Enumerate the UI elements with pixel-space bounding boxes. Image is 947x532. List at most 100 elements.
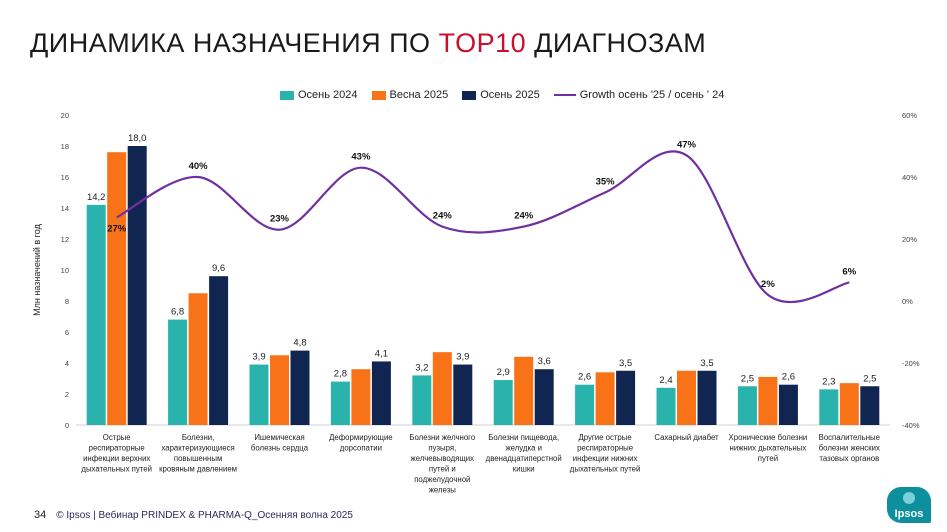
growth-value-label: 24% bbox=[514, 211, 534, 222]
bar-spring-2025 bbox=[351, 369, 371, 425]
bar-spring-2025 bbox=[107, 152, 127, 425]
category-label: кровяным давлением bbox=[159, 465, 237, 474]
bar-value-label: 4,1 bbox=[375, 348, 388, 359]
category-label: желчевыводящих bbox=[411, 454, 475, 463]
bar-value-label: 2,5 bbox=[863, 373, 876, 384]
y-tick-label: 6 bbox=[65, 328, 69, 337]
bar-spring-2025 bbox=[514, 356, 534, 425]
y2-tick-label: 20% bbox=[902, 235, 917, 244]
category-label: кишки bbox=[513, 465, 535, 474]
bar-autumn-2024 bbox=[412, 375, 432, 425]
bar-value-label: 2,3 bbox=[822, 376, 835, 387]
y2-tick-label: 0% bbox=[902, 297, 913, 306]
category-label: двенадцатиперстной bbox=[486, 454, 562, 463]
growth-value-label: 47% bbox=[677, 139, 697, 150]
footer: 34 © Ipsos | Вебинар PRINDEX & PHARMA-Q_О… bbox=[34, 509, 353, 521]
bar-value-label: 3,2 bbox=[415, 362, 428, 373]
bar-autumn-2024 bbox=[737, 386, 757, 425]
y-tick-label: 16 bbox=[61, 173, 69, 182]
legend-swatch bbox=[462, 90, 477, 100]
bar-autumn-2024 bbox=[168, 319, 188, 425]
bar-spring-2025 bbox=[677, 370, 696, 425]
bar-value-label: 3,5 bbox=[619, 358, 632, 369]
ipsos-logo: Ipsos bbox=[887, 487, 931, 523]
growth-value-label: 40% bbox=[189, 161, 209, 172]
legend-swatch bbox=[371, 90, 386, 100]
bar-spring-2025 bbox=[432, 352, 452, 425]
bar-value-label: 3,5 bbox=[700, 358, 713, 369]
bar-value-label: 3,9 bbox=[456, 352, 469, 363]
category-label: болезнь сердца bbox=[251, 444, 309, 453]
bar-value-label: 9,6 bbox=[212, 263, 225, 274]
bar-spring-2025 bbox=[270, 355, 289, 425]
legend-line-swatch bbox=[553, 94, 576, 96]
category-label: поджелудочной bbox=[414, 475, 470, 484]
footer-text: © Ipsos | Вебинар PRINDEX & PHARMA-Q_Осе… bbox=[56, 510, 353, 521]
category-label: Острые bbox=[103, 433, 131, 442]
category-label: путей и bbox=[429, 465, 456, 474]
page-number: 34 bbox=[34, 509, 47, 521]
legend-item-spring-2025: Весна 2025 bbox=[371, 89, 448, 101]
bar-autumn-2024 bbox=[575, 384, 595, 425]
category-label: железы bbox=[429, 486, 457, 495]
category-label: Ишемическая bbox=[254, 433, 304, 442]
y2-tick-label: 40% bbox=[902, 173, 917, 182]
category-label: Деформирующие bbox=[329, 433, 393, 442]
growth-value-label: 43% bbox=[351, 152, 371, 163]
y-tick-label: 14 bbox=[61, 204, 69, 213]
legend-item-autumn-2025: Осень 2025 bbox=[462, 89, 540, 101]
bar-spring-2025 bbox=[595, 372, 615, 425]
title-highlight: TOP10 bbox=[438, 28, 527, 58]
category-label: дыхательных путей bbox=[570, 465, 641, 474]
category-label: Болезни, bbox=[182, 433, 214, 442]
bar-autumn-2024 bbox=[86, 204, 106, 425]
bar-autumn-2025 bbox=[616, 370, 636, 425]
bar-autumn-2024 bbox=[819, 389, 839, 425]
category-label: характеризующиеся bbox=[161, 444, 234, 453]
category-label: пузыря, bbox=[428, 444, 456, 453]
y2-tick-label: 60% bbox=[902, 111, 917, 120]
y-tick-label: 0 bbox=[65, 421, 69, 430]
bar-autumn-2025 bbox=[860, 386, 880, 425]
bar-autumn-2025 bbox=[209, 276, 229, 425]
bar-autumn-2024 bbox=[249, 364, 269, 425]
bar-value-label: 2,5 bbox=[741, 373, 754, 384]
category-label: Болезни пищевода, bbox=[488, 433, 559, 442]
y-tick-label: 12 bbox=[61, 235, 69, 244]
bar-autumn-2025 bbox=[127, 146, 147, 425]
bar-spring-2025 bbox=[188, 293, 208, 425]
y-tick-label: 20 bbox=[61, 111, 69, 120]
y-tick-label: 10 bbox=[61, 266, 69, 275]
category-label: желудка и bbox=[505, 444, 541, 453]
bar-value-label: 3,6 bbox=[538, 356, 551, 367]
growth-value-label: 2% bbox=[761, 279, 775, 290]
bar-value-label: 3,9 bbox=[252, 352, 265, 363]
y-tick-label: 2 bbox=[65, 390, 69, 399]
category-label: дорсопатии bbox=[340, 444, 382, 453]
page-title: ДИНАМИКА НАЗНАЧЕНИЯ ПО TOP10 ДИАГНОЗАМ bbox=[30, 28, 707, 58]
bar-value-label: 14,2 bbox=[87, 192, 106, 203]
category-label: респираторные bbox=[89, 444, 145, 453]
bar-autumn-2025 bbox=[778, 384, 798, 425]
bar-autumn-2024 bbox=[656, 387, 676, 425]
y2-tick-label: -40% bbox=[902, 421, 920, 430]
chart-legend: Осень 2024 Весна 2025 Осень 2025 Growth … bbox=[280, 89, 738, 101]
category-label: Сахарный диабет bbox=[654, 433, 719, 442]
category-label: Хронические болезни bbox=[729, 433, 808, 442]
growth-value-label: 35% bbox=[596, 177, 616, 188]
category-label: Другие острые bbox=[578, 433, 631, 442]
bar-value-label: 2,8 bbox=[334, 369, 347, 380]
growth-line bbox=[116, 150, 850, 303]
category-label: инфекции верхних bbox=[83, 454, 150, 463]
category-label: Воспалительные bbox=[819, 433, 880, 442]
category-label: респираторные bbox=[577, 444, 633, 453]
category-label: нижних дыхательных bbox=[730, 444, 807, 453]
bar-value-label: 2,6 bbox=[578, 372, 591, 383]
legend-swatch bbox=[280, 90, 294, 100]
y-axis-label: Млн назначений в год bbox=[32, 223, 42, 315]
growth-value-label: 24% bbox=[433, 211, 453, 222]
category-label: дыхательных путей bbox=[81, 465, 152, 474]
category-label: инфекции нижних bbox=[573, 454, 638, 463]
growth-value-label: 27% bbox=[107, 223, 127, 234]
